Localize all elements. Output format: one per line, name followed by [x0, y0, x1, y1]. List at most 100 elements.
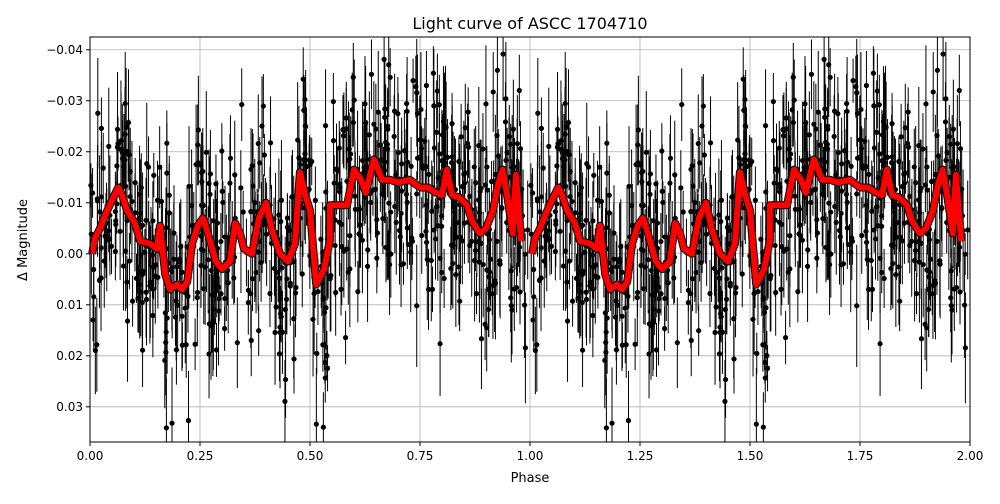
data-point	[796, 231, 802, 237]
data-point	[234, 340, 240, 346]
data-point	[368, 71, 375, 77]
data-point	[633, 161, 639, 168]
data-point	[656, 284, 662, 290]
data-point	[659, 148, 665, 154]
data-point	[535, 110, 541, 116]
data-point	[875, 223, 881, 229]
data-point	[393, 219, 399, 225]
data-point	[912, 257, 918, 264]
data-point	[261, 152, 267, 158]
data-point	[841, 148, 847, 154]
data-point	[622, 305, 628, 311]
data-point	[869, 208, 875, 214]
data-point	[339, 221, 345, 227]
data-point	[494, 132, 500, 139]
data-point	[780, 133, 787, 139]
data-point	[799, 237, 805, 243]
data-point	[844, 225, 850, 231]
data-point	[453, 272, 459, 278]
data-point	[844, 100, 850, 107]
data-point	[169, 420, 175, 426]
data-point	[114, 163, 120, 169]
data-point	[324, 365, 331, 371]
data-point	[287, 227, 293, 233]
data-point	[762, 123, 769, 129]
data-point	[522, 251, 528, 257]
data-point	[457, 298, 463, 304]
data-point	[559, 149, 565, 156]
data-point	[760, 296, 766, 302]
x-tick-label: 0.50	[297, 449, 324, 463]
data-point	[707, 140, 714, 146]
data-point	[877, 341, 883, 347]
data-point	[647, 171, 653, 177]
data-point	[849, 235, 855, 241]
data-point	[858, 106, 864, 113]
data-point	[603, 425, 609, 431]
data-point	[701, 152, 707, 158]
data-point	[276, 212, 282, 218]
data-point	[439, 132, 446, 138]
data-point	[818, 157, 824, 163]
data-point	[712, 329, 718, 336]
data-point	[773, 166, 780, 172]
data-point	[120, 263, 127, 269]
data-point	[349, 107, 355, 113]
data-point	[649, 292, 655, 298]
data-point	[461, 171, 467, 177]
data-point	[680, 209, 686, 215]
data-point	[554, 163, 560, 169]
x-axis-label: Phase	[511, 471, 550, 486]
data-point	[476, 259, 482, 265]
y-axis-label: Δ Magnitude	[16, 199, 31, 281]
data-point	[667, 180, 673, 186]
data-point	[124, 318, 131, 324]
data-point	[896, 158, 902, 165]
data-point	[575, 295, 581, 302]
data-point	[833, 219, 839, 225]
data-point	[137, 281, 143, 288]
data-point	[538, 125, 545, 131]
data-point	[330, 138, 337, 144]
data-point	[934, 132, 940, 139]
data-point	[517, 146, 524, 152]
data-point	[924, 267, 930, 273]
data-point	[439, 213, 445, 219]
data-point	[640, 202, 646, 208]
data-point	[374, 230, 381, 236]
data-point	[688, 209, 694, 215]
data-point	[814, 230, 821, 236]
data-point	[426, 171, 432, 178]
data-point	[817, 142, 823, 148]
data-point	[897, 298, 903, 304]
data-point	[258, 259, 264, 266]
data-point	[791, 97, 797, 103]
data-point	[312, 197, 318, 203]
data-point	[136, 191, 143, 197]
data-point	[126, 258, 133, 264]
data-point	[589, 252, 595, 258]
data-point	[790, 119, 796, 126]
data-point	[614, 264, 620, 270]
data-point	[366, 132, 372, 138]
data-point	[309, 158, 315, 165]
data-point	[658, 238, 664, 245]
y-tick-label: 0.03	[56, 400, 83, 414]
data-point	[920, 261, 926, 268]
data-point	[831, 133, 837, 140]
data-point	[193, 161, 199, 168]
data-point	[209, 292, 215, 298]
data-point	[724, 215, 730, 221]
data-point	[90, 317, 96, 323]
data-point	[177, 256, 183, 262]
data-point	[277, 324, 283, 330]
data-point	[155, 274, 161, 280]
data-point	[465, 144, 472, 150]
data-point	[848, 163, 854, 169]
data-point	[328, 272, 334, 279]
y-tick-label: 0.01	[56, 298, 83, 312]
data-point	[467, 193, 473, 199]
data-point	[792, 206, 798, 212]
data-point	[815, 109, 821, 115]
data-point	[591, 264, 597, 270]
